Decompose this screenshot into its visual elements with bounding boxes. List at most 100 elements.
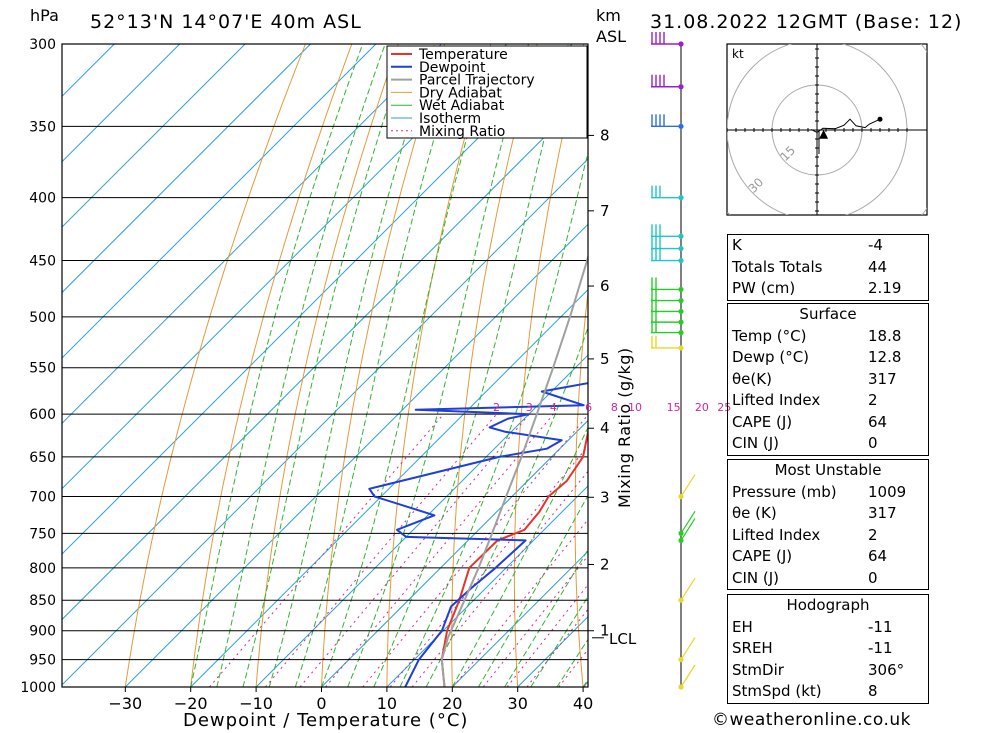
pressure-tick-label: 950 [29,653,56,669]
wind-barb [680,664,696,688]
mixing-ratio-labels: 2 3 4 6 8 10 15 20 25 [493,401,731,414]
mixing-ratio-axis-title: Mixing Ratio (g/kg) [615,347,634,508]
lcl-label: LCL [609,630,637,648]
isotherm-line [62,44,311,294]
height-tick-label: 8 [600,126,610,144]
hodograph-table: Hodograph EH -11 SREH -11 StmDir 306° StmSp… [727,594,929,704]
mixing-ratio-label: 20 [695,401,709,414]
mixing-ratio-label: 6 [585,401,592,414]
hodograph-unit: kt [732,47,744,61]
temp-tick-label: 20 [442,694,462,713]
wet-adiabat-line [216,44,386,687]
hodograph-row: EH -11 [732,617,893,636]
pressure-tick-label: 400 [29,191,56,207]
height-tick-label: 1 [600,622,610,640]
height-tick-label: 7 [600,202,610,220]
legend-entry: Temperature [418,47,508,63]
mixing-ratio-line [265,413,497,687]
isotherm-line [62,44,377,359]
series-line-parcel-trajectory [440,253,588,687]
isotherm-line [62,44,115,98]
isotherm-line [62,44,573,555]
isotherm-line [62,158,588,686]
wet-adiabat-line [190,44,364,687]
wet-adiabat-line [347,44,529,687]
pressure-tick-label: 450 [29,254,56,270]
height-tick-label: 4 [600,419,610,437]
surface-row: Dewp (°C) 12.8 [732,348,902,366]
legend-entry: Mixing Ratio [419,124,505,140]
height-axis: 8 7 6 5 4 3 2 1 LCL [588,126,637,648]
temp-tick-label: −20 [174,694,208,713]
mixing-ratio-label: 3 [526,401,533,414]
hodograph-trace-end [877,116,883,122]
mixing-ratio-line [299,413,530,687]
mixing-ratio-label: 2 [493,401,500,414]
legend-entry: Dry Adiabat [419,85,502,101]
dry-adiabat-line [124,44,307,687]
surface-row: CIN (J) 0 [732,434,878,452]
credit-link[interactable]: ©weatheronline.co.uk [712,710,912,730]
dry-adiabat-line [255,44,399,687]
isotherm-line [62,92,588,621]
indices-table: K -4 Totals Totals 44 PW (cm) 2.19 [727,234,929,301]
wind-barb [680,637,696,660]
pressure-unit-label: hPa [30,6,59,25]
surface-row: θe(K) 317 [732,369,897,388]
dry-adiabat-line [691,35,725,687]
hodograph-row: SREH -11 [732,639,893,657]
wet-adiabat-line [294,44,464,687]
wet-adiabat-line [504,548,588,687]
mixing-ratio-label: 15 [667,401,681,414]
temp-tick-label: −10 [239,694,273,713]
pressure-tick-label: 350 [29,119,56,135]
height-unit-asl: ASL [596,27,626,46]
dry-adiabat-line [321,44,446,687]
isotherm-line [451,550,588,687]
pressure-tick-label: 700 [29,490,56,506]
isotherm-line [321,419,588,687]
index-row-k: K -4 [732,236,883,254]
plot-frame [61,43,589,688]
hodograph-row: StmDir 306° [732,660,905,679]
pressure-tick-label: 500 [29,310,56,326]
height-tick-label: 5 [600,350,610,368]
surface-row: CAPE (J) 64 [732,412,888,431]
index-row-totals: Totals Totals 44 [732,257,888,276]
surface-row: Temp (°C) 18.8 [732,326,902,345]
mixing-ratio-label: 4 [550,401,557,414]
isotherm-line [124,223,588,687]
isotherm-line [62,44,508,490]
most-unstable-row: θe (K) 317 [732,504,897,522]
axes: 3003504004505005506006507007508008509009… [20,37,593,713]
mixing-ratio-label: 10 [628,401,642,414]
isotherm-line [386,485,588,687]
index-row-pw: PW (cm) 2.19 [732,279,902,297]
height-tick-label: 6 [600,277,610,295]
pressure-tick-label: 300 [29,37,56,53]
wet-adiabat-line [478,494,588,687]
pressure-tick-label: 750 [29,526,56,542]
pressure-tick-label: 1000 [20,680,56,696]
wet-adiabat-line [399,150,588,687]
datetime-label: 31.08.2022 12GMT (Base: 12) [650,11,962,33]
wind-barb [680,474,696,497]
hodograph-trace [810,118,881,133]
most-unstable-row: Lifted Index 2 [732,525,878,544]
dry-adiabat-line [574,287,588,687]
isobar-lines [62,43,588,688]
legend-entry: Dewpoint [419,60,486,76]
pressure-tick-label: 550 [29,361,56,377]
pressure-tick-label: 600 [29,407,56,423]
most-unstable-row: Pressure (mb) 1009 [732,482,907,501]
wind-barb [680,511,696,534]
hodograph-row: StmSpd (kt) 8 [732,682,878,700]
surface-table: Surface Temp (°C) 18.8 Dewp (°C) 12.8 θe(K… [727,303,929,456]
wind-barb [680,577,696,601]
storm-motion-marker [819,129,829,139]
legend-box [386,45,588,139]
mixing-ratio-label: 8 [611,401,618,414]
isotherm-line [62,44,181,163]
most-unstable-title: Most Unstable [774,461,882,479]
